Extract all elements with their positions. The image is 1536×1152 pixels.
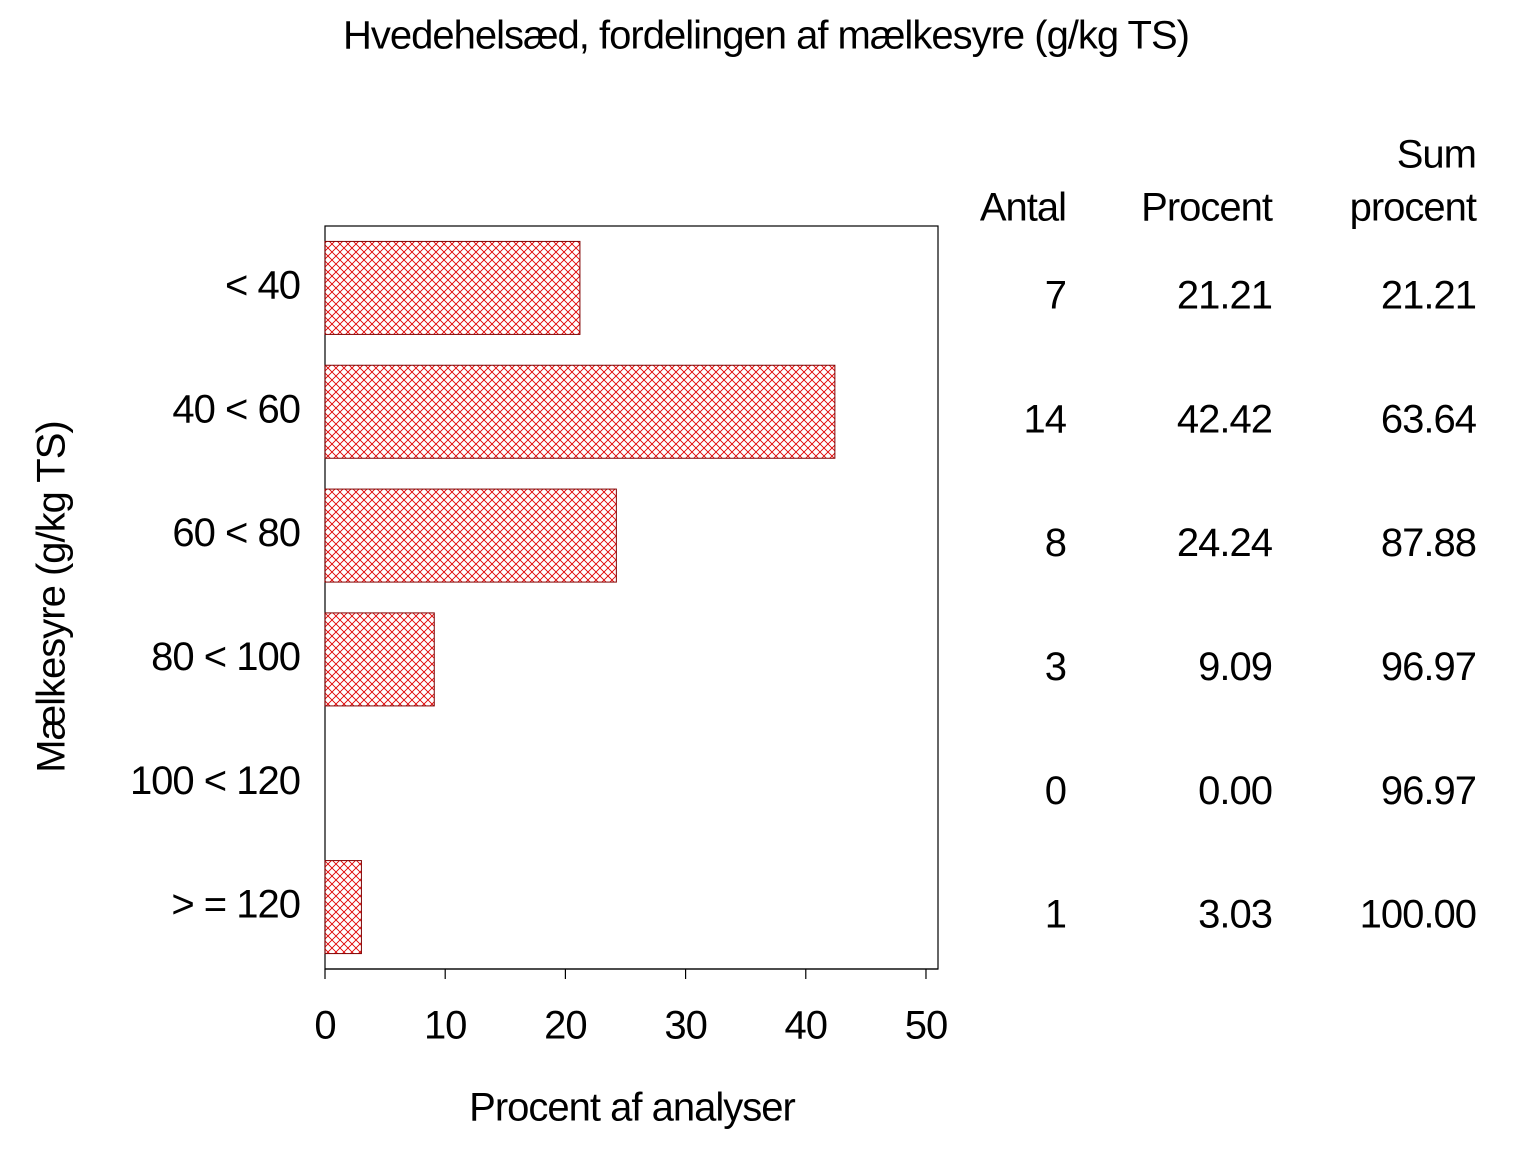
- bar: [324, 488, 617, 583]
- table-percent: 3.03: [1198, 893, 1272, 937]
- table-count: 7: [1045, 273, 1066, 317]
- bar: [324, 860, 362, 955]
- x-tick-label: 50: [905, 1004, 948, 1048]
- x-tick-label: 30: [664, 1004, 707, 1048]
- table-header: Sum: [1397, 133, 1476, 177]
- table-count: 14: [1024, 397, 1067, 441]
- bar: [324, 240, 581, 335]
- table-percent: 9.09: [1198, 645, 1272, 689]
- table-cumulative: 96.97: [1381, 645, 1476, 689]
- table-header: Procent: [1141, 186, 1273, 230]
- table-cumulative: 21.21: [1381, 273, 1476, 317]
- y-axis-label: Mælkesyre (g/kg TS): [30, 421, 74, 772]
- table-cumulative: 96.97: [1381, 769, 1476, 813]
- y-tick-label: 80 < 100: [151, 635, 300, 679]
- bar: [324, 612, 435, 707]
- y-tick-label: 60 < 80: [172, 511, 300, 555]
- table-count: 3: [1045, 645, 1066, 689]
- table-count: 1: [1045, 893, 1066, 937]
- table-percent: 24.24: [1177, 521, 1273, 565]
- y-tick-label: 40 < 60: [172, 387, 300, 431]
- bar: [324, 364, 836, 459]
- y-tick-label: < 40: [225, 263, 300, 307]
- y-tick-label: > = 120: [171, 883, 300, 927]
- table-cumulative: 100.00: [1360, 893, 1476, 937]
- table-header: procent: [1350, 186, 1477, 230]
- x-tick-label: 20: [544, 1004, 587, 1048]
- table-percent: 0.00: [1198, 769, 1272, 813]
- table-cumulative: 87.88: [1381, 521, 1476, 565]
- chart-title: Hvedehelsæd, fordelingen af mælkesyre (g…: [343, 14, 1189, 58]
- table-count: 8: [1045, 521, 1066, 565]
- y-tick-label: 100 < 120: [130, 759, 300, 803]
- x-tick-label: 0: [314, 1004, 335, 1048]
- table-cumulative: 63.64: [1381, 397, 1477, 441]
- x-axis-label: Procent af analyser: [469, 1086, 795, 1130]
- table-header: Antal: [980, 186, 1066, 230]
- table-percent: 21.21: [1177, 273, 1272, 317]
- x-tick-label: 40: [785, 1004, 828, 1048]
- table-percent: 42.42: [1177, 397, 1272, 441]
- x-tick-label: 10: [424, 1004, 467, 1048]
- table-count: 0: [1045, 769, 1066, 813]
